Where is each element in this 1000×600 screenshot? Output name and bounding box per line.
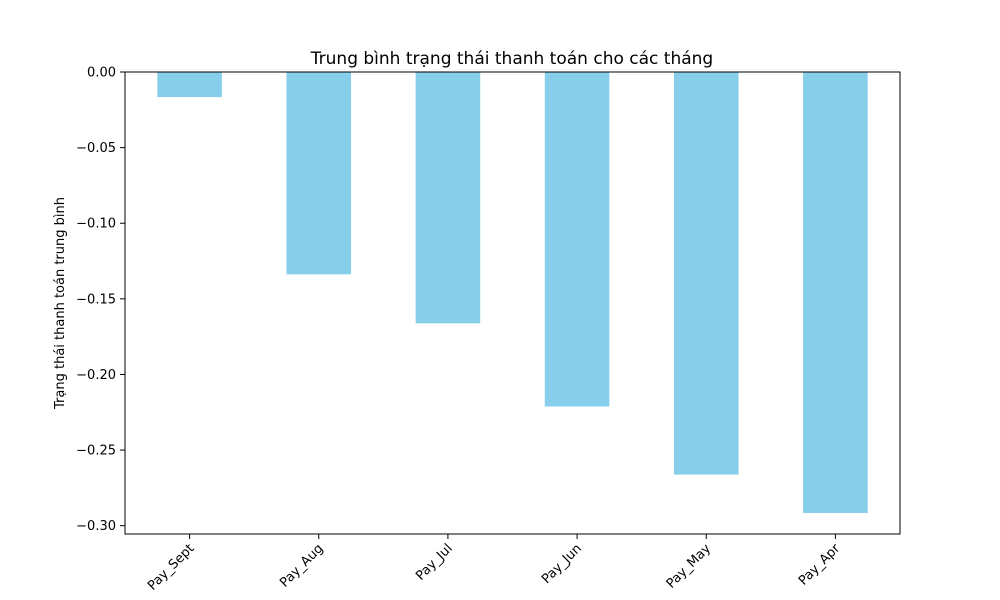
y-tick-label: 0.00 [87,66,116,81]
y-ticks-group: 0.00 −0.05 −0.10 −0.15 −0.20 −0.25 −0.30 [76,66,125,534]
bars-group [157,72,868,513]
chart-title: Trung bình trạng thái thanh toán cho các… [310,49,713,69]
x-tick-label: Pay_Aug [277,541,326,590]
y-tick-label: −0.10 [76,217,116,232]
y-tick-label: −0.30 [76,519,116,534]
y-tick-label: −0.25 [76,444,116,459]
plot-frame [124,71,901,535]
y-tick-label: −0.15 [76,292,116,307]
bar-pay-sept [157,72,222,98]
x-tick-label: Pay_Jul [413,541,456,584]
bar-pay-jul [415,72,481,324]
y-axis-label: Trạng thái thanh toán trung bình [53,197,68,410]
bar-pay-aug [286,72,352,275]
y-tick-label: −0.05 [76,141,116,156]
y-tick-label: −0.20 [76,368,116,383]
x-tick-label: Pay_Sept [145,541,197,593]
x-tick-label: Pay_Apr [796,541,844,589]
bar-pay-apr [803,72,868,513]
bar-pay-jun [544,72,610,407]
x-tick-label: Pay_May [664,541,715,592]
bar-pay-may [673,72,739,475]
x-tick-label: Pay_Jun [539,541,585,587]
x-ticks-group: Pay_Sept Pay_Aug Pay_Jul Pay_Jun Pay_May Pay_… [145,534,844,594]
